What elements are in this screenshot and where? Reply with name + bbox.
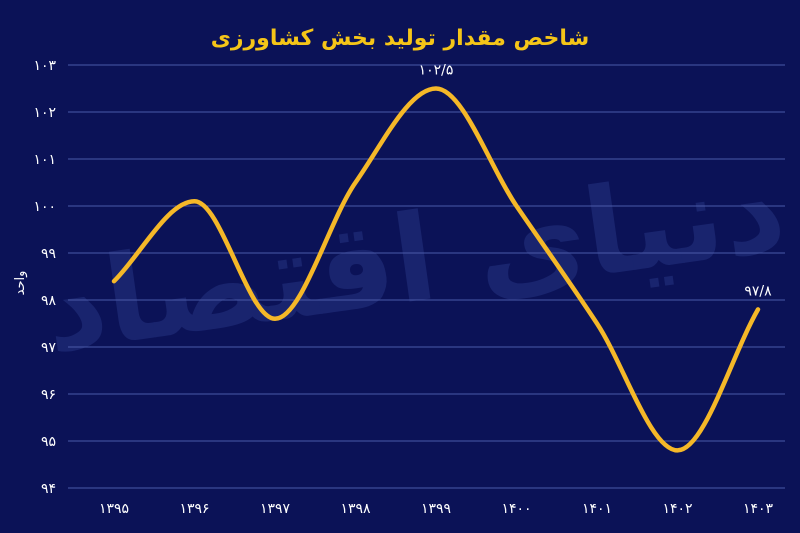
y-axis-ticks: ۹۴ ۹۵ ۹۶ ۹۷ ۹۸ ۹۹ ۱۰۰ ۱۰۱ ۱۰۲ ۱۰۳: [33, 58, 56, 497]
y-tick-label: ۹۶: [41, 387, 56, 403]
data-label: ۹۷/۸: [744, 283, 772, 299]
chart-title: شاخص مقدار تولید بخش کشاورزی: [211, 26, 590, 51]
x-tick-label: ۱۳۹۸: [340, 501, 371, 517]
x-tick-label: ۱۳۹۶: [179, 501, 209, 517]
y-tick-label: ۱۰۳: [33, 58, 56, 74]
grid-lines: [68, 64, 785, 489]
y-tick-label: ۹۴: [41, 481, 56, 497]
x-tick-label: ۱۴۰۳: [743, 501, 774, 517]
x-tick-label: ۱۳۹۷: [260, 501, 291, 517]
x-tick-label: ۱۴۰۲: [662, 501, 692, 517]
x-tick-label: ۱۴۰۱: [582, 501, 612, 517]
series-line-layer: [111, 86, 761, 453]
y-tick-label: ۹۷: [41, 340, 57, 356]
x-axis-ticks: ۱۳۹۵ ۱۳۹۶ ۱۳۹۷ ۱۳۹۸ ۱۳۹۹ ۱۴۰۰ ۱۴۰۱ ۱۴۰۲ ۱۴۰۳: [99, 501, 774, 517]
data-label: ۱۰۲/۵: [419, 63, 454, 79]
y-tick-label: ۹۹: [41, 246, 56, 262]
y-tick-label: ۱۰۱: [33, 152, 56, 168]
x-tick-label: ۱۳۹۵: [99, 501, 129, 517]
x-tick-label: ۱۳۹۹: [421, 501, 451, 517]
x-tick-label: ۱۴۰۰: [501, 501, 531, 517]
y-tick-label: ۹۵: [41, 434, 56, 450]
y-axis-label: واحد: [13, 271, 28, 296]
y-tick-label: ۱۰۲: [33, 105, 56, 121]
y-tick-label: ۱۰۰: [33, 199, 56, 215]
data-labels: ۱۰۲/۵ ۹۷/۸: [419, 63, 773, 300]
y-tick-label: ۹۸: [41, 293, 57, 309]
watermark-logo: دنیای اقتصاد: [35, 139, 793, 380]
